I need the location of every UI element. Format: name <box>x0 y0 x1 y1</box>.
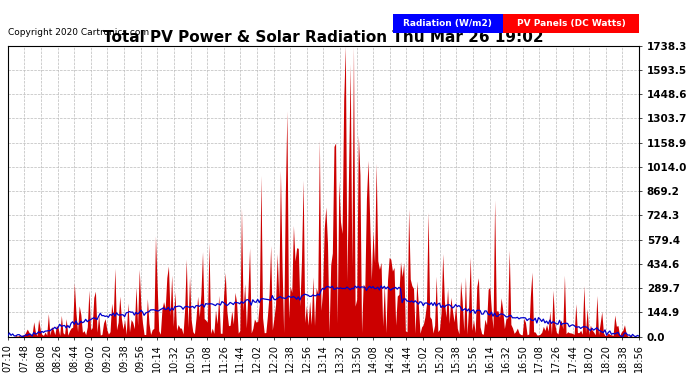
Text: Radiation (W/m2): Radiation (W/m2) <box>404 19 492 28</box>
Title: Total PV Power & Solar Radiation Thu Mar 26 19:02: Total PV Power & Solar Radiation Thu Mar… <box>103 30 544 45</box>
FancyBboxPatch shape <box>503 14 639 33</box>
Text: Copyright 2020 Cartronics.com: Copyright 2020 Cartronics.com <box>8 28 149 38</box>
Text: PV Panels (DC Watts): PV Panels (DC Watts) <box>517 19 625 28</box>
FancyBboxPatch shape <box>393 14 503 33</box>
